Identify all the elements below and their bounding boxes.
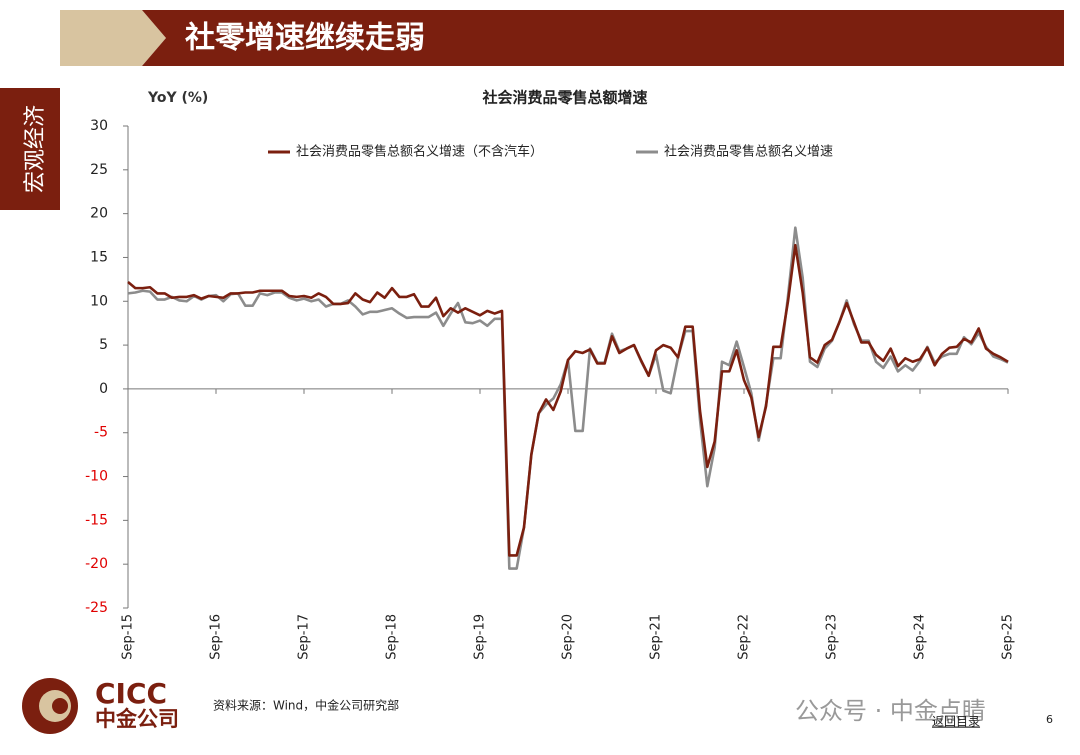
heading: 社零增速继续走弱 xyxy=(185,21,425,56)
back-link[interactable]: 返回目录 xyxy=(932,715,980,729)
header-chevron xyxy=(60,10,166,66)
watermark: 公众号 · 中金点睛 xyxy=(795,697,986,725)
y-tick-label: 15 xyxy=(90,249,108,265)
source-note: 资料来源：Wind，中金公司研究部 xyxy=(213,698,399,713)
x-tick-label: Sep-19 xyxy=(473,614,488,660)
x-tick-label: Sep-25 xyxy=(1001,614,1016,660)
x-tick-label: Sep-22 xyxy=(737,614,752,660)
section-tab xyxy=(0,88,60,210)
y-tick-label: 20 xyxy=(90,206,108,222)
chart-title: 社会消费品零售总额增速 xyxy=(481,89,647,107)
x-tick-label: Sep-23 xyxy=(825,614,840,660)
y-tick-label: 5 xyxy=(99,337,108,353)
x-tick-label: Sep-24 xyxy=(913,614,928,660)
y-tick-label: 10 xyxy=(90,293,108,309)
y-tick-label: -10 xyxy=(85,469,108,485)
series-line xyxy=(127,226,1009,570)
legend-label: 社会消费品零售总额名义增速 xyxy=(664,144,833,160)
x-tick-label: Sep-16 xyxy=(209,614,224,660)
y-tick-label: 25 xyxy=(90,162,108,178)
section-label: 宏观经济 xyxy=(23,105,48,193)
header-banner xyxy=(142,10,1064,66)
legend-label: 社会消费品零售总额名义增速（不含汽车） xyxy=(296,144,543,160)
logo-text: CICC xyxy=(95,677,167,710)
y-tick-label: 0 xyxy=(99,381,108,397)
x-tick-label: Sep-18 xyxy=(385,614,400,660)
y-tick-label: -5 xyxy=(94,425,108,441)
legend: 社会消费品零售总额名义增速（不含汽车） 社会消费品零售总额名义增速 xyxy=(268,144,833,160)
y-tick-label: 30 xyxy=(90,118,108,134)
y-tick-label: -15 xyxy=(85,512,108,528)
x-tick-label: Sep-15 xyxy=(121,614,136,660)
y-tick-label: -25 xyxy=(85,600,108,616)
series-line xyxy=(127,243,1009,557)
logo-text: 中金公司 xyxy=(95,707,179,731)
x-tick-label: Sep-17 xyxy=(297,614,312,660)
x-tick-label: Sep-20 xyxy=(561,614,576,660)
y-tick-label: -20 xyxy=(85,556,108,572)
x-tick-label: Sep-21 xyxy=(649,614,664,660)
y-axis-label: YoY (%) xyxy=(147,90,208,106)
logo-mark xyxy=(52,698,68,714)
page-number: 6 xyxy=(1046,713,1053,726)
